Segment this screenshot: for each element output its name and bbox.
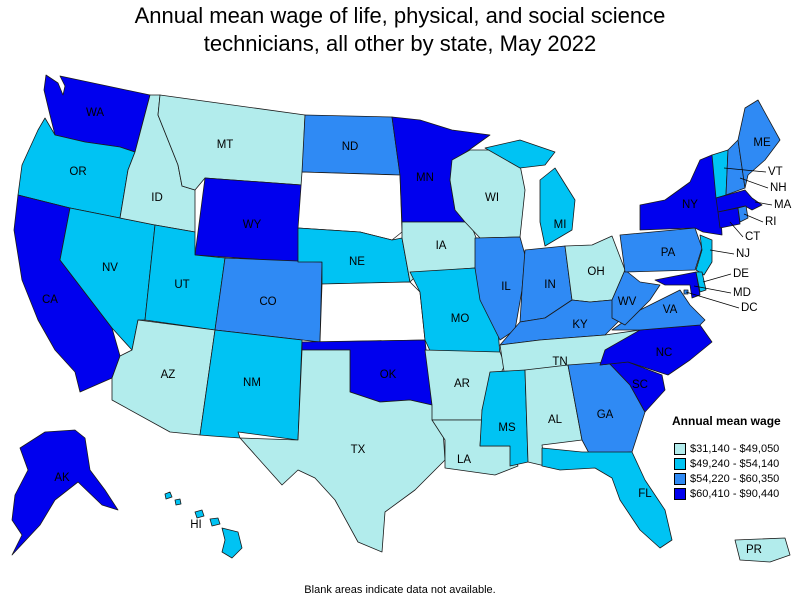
legend: Annual mean wage $31,140 - $49,050 $49,24… bbox=[664, 414, 800, 501]
label-ga: GA bbox=[597, 409, 614, 421]
label-va: VA bbox=[663, 304, 678, 316]
leader-ma bbox=[754, 201, 773, 206]
state-pr[interactable] bbox=[734, 537, 791, 563]
label-wv: WV bbox=[618, 296, 637, 308]
footnote: Blank areas indicate data not available. bbox=[304, 584, 496, 596]
label-ct: CT bbox=[745, 231, 760, 243]
state-pa[interactable] bbox=[619, 227, 703, 273]
label-tx: TX bbox=[351, 444, 366, 456]
legend-swatch bbox=[674, 487, 686, 500]
label-in: IN bbox=[544, 279, 556, 291]
state-va[interactable] bbox=[611, 289, 706, 331]
state-de[interactable] bbox=[695, 271, 707, 293]
leader-dc bbox=[685, 291, 740, 309]
label-nd: ND bbox=[342, 141, 359, 153]
label-md: MD bbox=[733, 287, 751, 299]
label-dc: DC bbox=[741, 302, 758, 314]
legend-swatch bbox=[674, 457, 686, 470]
label-ma: MA bbox=[774, 199, 792, 211]
leader-nh bbox=[739, 177, 769, 189]
state-ri[interactable] bbox=[737, 205, 749, 223]
legend-swatch bbox=[674, 472, 686, 485]
label-nm: NM bbox=[243, 377, 261, 389]
state-mi[interactable] bbox=[484, 139, 576, 247]
legend-label: $60,410 - $90,440 bbox=[690, 487, 780, 500]
state-hi[interactable] bbox=[164, 491, 243, 559]
label-vt: VT bbox=[768, 166, 783, 178]
label-sc: SC bbox=[632, 379, 648, 391]
legend-item-4: $60,410 - $90,440 bbox=[664, 486, 800, 501]
label-wy: WY bbox=[243, 219, 262, 231]
label-pr: PR bbox=[746, 544, 762, 556]
label-tn: TN bbox=[552, 356, 567, 368]
legend-title: Annual mean wage bbox=[672, 414, 781, 428]
state-ct[interactable] bbox=[717, 207, 741, 229]
map-title: Annual mean wage of life, physical, and … bbox=[0, 2, 800, 58]
label-fl: FL bbox=[638, 488, 652, 500]
leader-nj bbox=[709, 249, 735, 255]
leader-ct bbox=[729, 221, 744, 238]
label-mn: MN bbox=[416, 172, 434, 184]
state-ny[interactable] bbox=[639, 154, 723, 236]
state-nj[interactable] bbox=[695, 234, 713, 276]
state-fl[interactable] bbox=[541, 447, 673, 549]
title-line-2: technicians, all other by state, May 202… bbox=[203, 31, 597, 56]
label-or: OR bbox=[69, 166, 86, 178]
label-id: ID bbox=[151, 192, 163, 204]
label-al: AL bbox=[548, 414, 563, 426]
label-il: IL bbox=[501, 281, 511, 293]
label-ar: AR bbox=[454, 378, 470, 390]
leader-ri bbox=[743, 213, 764, 223]
label-ny: NY bbox=[682, 199, 698, 211]
label-co: CO bbox=[259, 296, 276, 308]
state-ak[interactable] bbox=[11, 429, 119, 556]
label-ri: RI bbox=[765, 216, 777, 228]
label-mt: MT bbox=[217, 139, 234, 151]
legend-swatch bbox=[674, 442, 686, 455]
label-la: LA bbox=[457, 454, 471, 466]
label-wa: WA bbox=[86, 107, 104, 119]
label-nj: NJ bbox=[736, 248, 750, 260]
legend-label: $49,240 - $54,140 bbox=[690, 457, 780, 470]
legend-item-3: $54,220 - $60,350 bbox=[664, 471, 800, 486]
label-mo: MO bbox=[451, 313, 470, 325]
label-nh: NH bbox=[770, 182, 787, 194]
state-me[interactable] bbox=[737, 99, 781, 189]
label-nc: NC bbox=[656, 347, 673, 359]
label-ia: IA bbox=[436, 240, 447, 252]
label-hi: HI bbox=[190, 519, 202, 531]
label-ak: AK bbox=[54, 472, 70, 484]
label-oh: OH bbox=[587, 266, 604, 278]
legend-label: $54,220 - $60,350 bbox=[690, 472, 780, 485]
legend-item-2: $49,240 - $54,140 bbox=[664, 456, 800, 471]
label-de: DE bbox=[733, 268, 749, 280]
label-me: ME bbox=[753, 137, 771, 149]
label-ky: KY bbox=[572, 319, 588, 331]
legend-item-1: $31,140 - $49,050 bbox=[664, 441, 800, 456]
label-az: AZ bbox=[161, 369, 176, 381]
leader-md bbox=[693, 285, 732, 294]
legend-label: $31,140 - $49,050 bbox=[690, 442, 780, 455]
label-ut: UT bbox=[174, 279, 189, 291]
label-ne: NE bbox=[349, 256, 365, 268]
label-wi: WI bbox=[485, 192, 499, 204]
leader-de bbox=[702, 273, 732, 283]
state-tx[interactable] bbox=[239, 349, 446, 553]
label-ca: CA bbox=[42, 294, 58, 306]
label-nv: NV bbox=[102, 262, 118, 274]
label-pa: PA bbox=[661, 247, 676, 259]
title-line-1: Annual mean wage of life, physical, and … bbox=[134, 3, 666, 28]
state-ks[interactable] bbox=[319, 281, 426, 343]
label-ms: MS bbox=[498, 422, 516, 434]
label-mi: MI bbox=[554, 219, 567, 231]
leader-vt bbox=[723, 167, 767, 173]
label-ok: OK bbox=[380, 369, 397, 381]
